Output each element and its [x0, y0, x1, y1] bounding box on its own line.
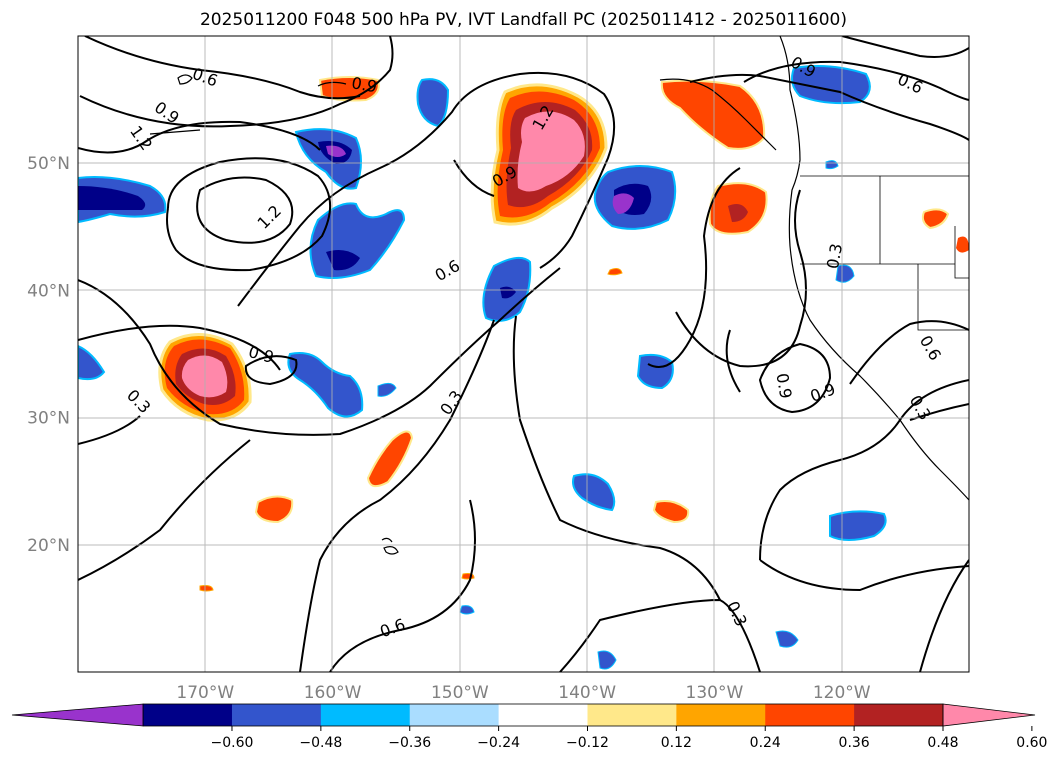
colorbar-tick-label: 0.12 [661, 735, 692, 751]
lat-tick-label: 50°N [27, 154, 70, 174]
lon-tick-label: 170°W [176, 683, 234, 703]
colorbar-tick-label: −0.36 [388, 735, 431, 751]
colorbar-segment [676, 704, 766, 726]
lon-tick-label: 120°W [813, 683, 871, 703]
colorbar-tick-label: −0.12 [566, 735, 609, 751]
colorbar-tick-label: −0.24 [477, 735, 520, 751]
latitude-labels: 20°N 30°N 40°N 50°N [27, 154, 70, 556]
contour-label: 0.3 [823, 242, 846, 270]
colorbar: −0.60 −0.48 −0.36 −0.24 −0.12 0.12 0.24 0.36 0.4… [11, 703, 1047, 751]
map-panel: 0.60.91.20.91.20.60.91.20.90.3 0.30.6 0.30… [78, 36, 969, 672]
colorbar-frame [142, 703, 944, 727]
longitude-labels: 170°W 160°W 150°W 140°W 130°W 120°W [176, 683, 870, 703]
lon-tick-label: 160°W [304, 683, 362, 703]
colorbar-segment [320, 704, 411, 726]
colorbar-segment [587, 704, 677, 726]
colorbar-segment [231, 704, 322, 726]
colorbar-tick-label: 0.60 [1016, 735, 1047, 751]
contour-lines [78, 36, 969, 672]
colorbar-extend-high [942, 703, 1036, 727]
lat-tick-label: 20°N [27, 536, 70, 556]
pv-shading [78, 65, 969, 670]
map-title: 2025011200 F048 500 hPa PV, IVT Landfall… [199, 10, 847, 30]
map-frame [77, 35, 970, 673]
colorbar-segment [409, 704, 500, 726]
colorbar-segment [143, 704, 233, 726]
colorbar-segment [498, 704, 588, 726]
colorbar-tick-label: 0.36 [839, 735, 870, 751]
lat-tick-label: 30°N [27, 409, 70, 429]
colorbar-segment [854, 704, 944, 726]
contour-label: 0.9 [350, 73, 378, 96]
contour-label: 0.9 [772, 372, 795, 400]
coastlines [149, 36, 969, 555]
lon-tick-label: 130°W [686, 683, 744, 703]
gridlines [78, 36, 969, 672]
state-borders [800, 175, 969, 331]
colorbar-tick-label: −0.60 [211, 735, 254, 751]
colorbar-tick-label: 0.48 [927, 735, 958, 751]
colorbar-segment [765, 704, 855, 726]
colorbar-extend-low [11, 703, 144, 727]
lat-tick-label: 40°N [27, 281, 70, 301]
colorbar-tick-label: 0.24 [750, 735, 781, 751]
lon-tick-label: 150°W [431, 683, 489, 703]
lon-tick-label: 140°W [558, 683, 616, 703]
colorbar-tick-label: −0.48 [299, 735, 342, 751]
